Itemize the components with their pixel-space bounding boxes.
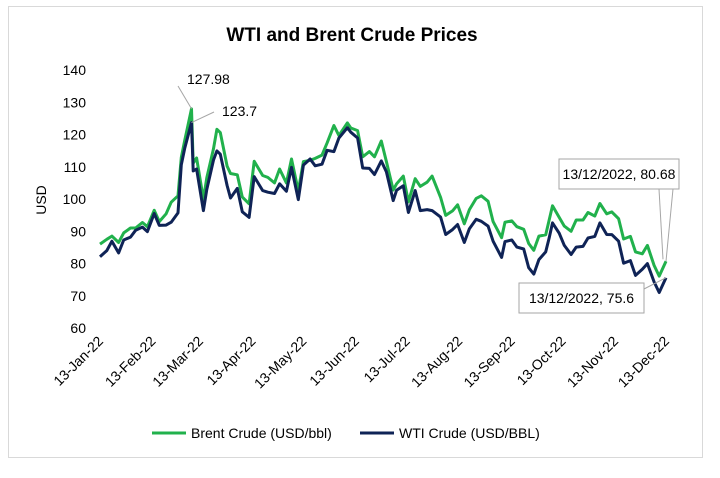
- y-tick-label: 110: [64, 159, 87, 175]
- x-tick-label: 13-Sep-22: [460, 333, 518, 391]
- annotation-leader: [177, 85, 192, 110]
- x-axis: 13-Jan-2213-Feb-2213-Mar-2213-Apr-2213-M…: [50, 333, 672, 392]
- annotation-leader: [665, 188, 674, 262]
- annotation-box: [518, 282, 645, 314]
- y-tick-label: 100: [63, 191, 87, 207]
- annotation-leader: [658, 188, 664, 260]
- x-tick-label: 13-Jan-22: [50, 333, 106, 389]
- y-tick-label: 130: [63, 94, 87, 110]
- annotation-label: 123.7: [222, 103, 257, 119]
- y-axis-label: USD: [33, 185, 49, 215]
- plot-area: [98, 107, 668, 294]
- y-tick-label: 70: [70, 288, 86, 304]
- chart-frame: [8, 6, 703, 458]
- annotation-label: 13/12/2022, 75.6: [529, 290, 634, 306]
- x-tick-label: 13-Nov-22: [564, 333, 622, 391]
- legend-label-wti: WTI Crude (USD/BBL): [399, 425, 540, 441]
- series-line-wti: [98, 121, 668, 294]
- x-tick-label: 13-Jun-22: [306, 333, 362, 389]
- series-line-brent: [99, 107, 668, 278]
- x-tick-label: 13-Mar-22: [149, 333, 206, 390]
- y-tick-label: 60: [70, 320, 86, 336]
- y-tick-label: 80: [70, 256, 86, 272]
- legend: Brent Crude (USD/bbl) WTI Crude (USD/BBL): [152, 425, 540, 441]
- x-tick-label: 13-Oct-22: [513, 333, 568, 388]
- y-tick-label: 120: [63, 127, 87, 143]
- annotation-leader: [191, 111, 215, 124]
- y-tick-label: 90: [70, 223, 86, 239]
- x-tick-label: 13-Feb-22: [102, 333, 159, 390]
- annotation-label: 13/12/2022, 80.68: [563, 166, 676, 182]
- chart-title: WTI and Brent Crude Prices: [226, 25, 477, 46]
- x-tick-label: 13-Dec-22: [615, 333, 673, 391]
- y-tick-label: 140: [63, 62, 87, 78]
- annotations: 127.98 123.7 13/12/2022, 80.68 13/12/2022, …: [177, 71, 680, 314]
- annotation-leader: [643, 277, 667, 290]
- y-axis: 60 70 80 90 100 110 120 130 140: [63, 62, 87, 336]
- x-tick-label: 13-May-22: [251, 333, 310, 392]
- x-tick-label: 13-Jul-22: [360, 333, 413, 386]
- legend-label-brent: Brent Crude (USD/bbl): [191, 425, 332, 441]
- annotation-box: [558, 158, 680, 190]
- x-tick-label: 13-Aug-22: [408, 333, 466, 391]
- annotation-label: 127.98: [187, 71, 230, 87]
